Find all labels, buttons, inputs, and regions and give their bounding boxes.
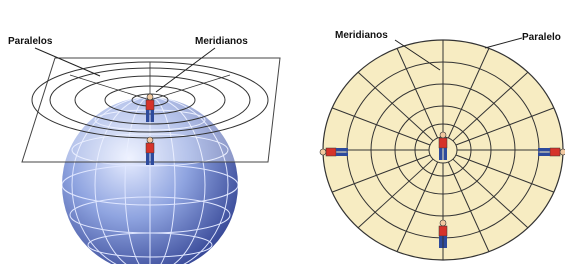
page: Paralelos Meridianos Meridianos Paralelo… [0,0,565,264]
diagram: Paralelos Meridianos Meridianos Paralelo [0,0,565,264]
pointer [485,38,522,48]
polar-diagram: Meridianos Paralelo [320,30,565,260]
label: Meridianos [195,36,248,47]
label: Paralelo [522,32,561,43]
globe-diagram: Paralelos Meridianos [8,36,280,264]
label: Paralelos [8,36,53,47]
label: Meridianos [335,30,388,41]
